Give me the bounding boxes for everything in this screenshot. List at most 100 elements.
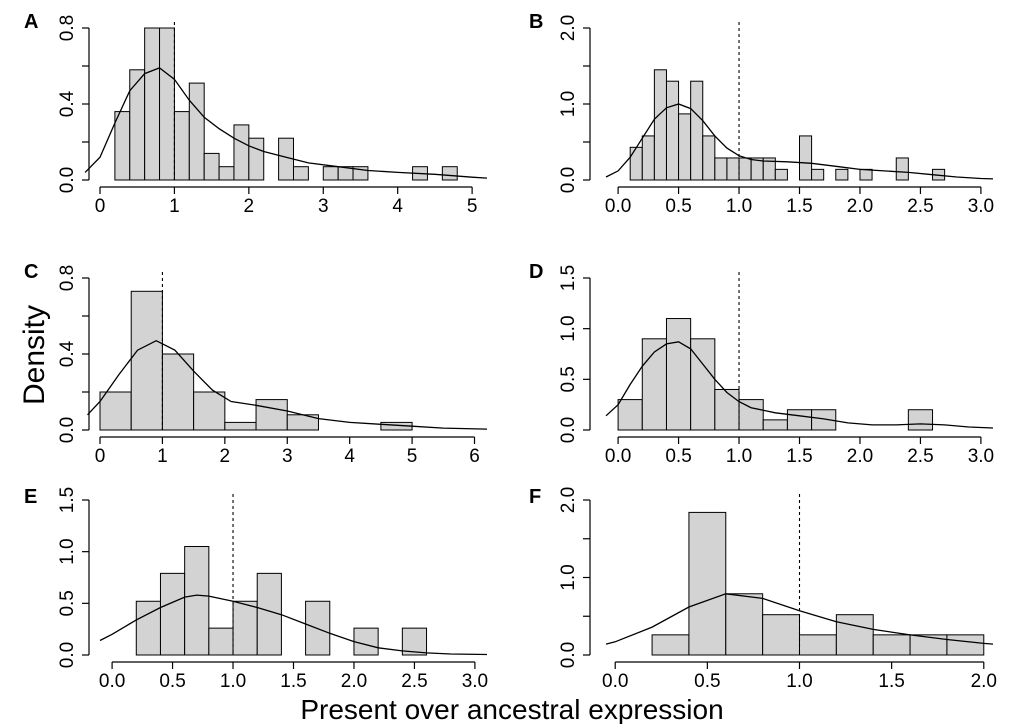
histogram-bar [144,27,161,181]
y-tick-label: 0.0 [558,167,579,193]
density-curve [605,341,994,429]
histogram-bar [909,634,948,656]
x-tick-label: 0.5 [159,671,185,692]
histogram-bar [641,135,655,181]
histogram-bar [322,166,339,181]
panel-letter-a: A [24,11,38,33]
x-tick-label: 0.0 [605,446,631,467]
histogram-bar [232,600,258,656]
x-tick-label: 0.5 [694,671,720,692]
histogram-bar [811,409,837,431]
histogram-bar [799,634,837,656]
y-tick-label: 1.5 [57,487,78,513]
histogram-bar [173,111,190,181]
histogram-bar [665,80,680,181]
y-tick-label: 0.0 [57,417,78,443]
histogram-bar [907,409,934,431]
histogram-bar [762,419,788,431]
y-tick-label: 0.5 [57,590,78,616]
histogram-bar [786,409,813,431]
y-tick-label: 0.4 [57,90,78,117]
y-tick-label: 1.0 [558,91,579,117]
y-tick-label: 0.8 [57,15,78,41]
x-tick-label: 4 [392,196,403,217]
histogram-bar [653,69,667,181]
panel-f: 0.0 0.5 1.0 1.5 2.0 0.0 1.0 2.0 F [529,486,997,692]
histogram-bar [651,634,690,656]
y-tick-label: 0.0 [57,642,78,668]
x-tick-label: 6 [469,446,480,467]
panel-e: 0.0 0.5 1.0 1.5 2.0 2.5 3.0 0.0 0.5 1.0 1.5 E [24,486,488,692]
y-tick-label: 1.5 [558,265,579,291]
x-tick-label: 1 [157,446,168,467]
x-tick-label: 1.0 [220,671,246,692]
histogram-bar [629,146,643,181]
histogram-bar [224,421,257,431]
x-tick-label: 2.0 [847,446,873,467]
histogram-bar [859,168,873,181]
histogram-bar [665,318,692,431]
panel-letter-f: F [529,486,541,508]
x-tick-label: 0.0 [605,196,631,217]
y-tick-label: 2.0 [558,487,579,513]
density-curve [605,593,994,645]
x-tick-label: 1.5 [786,196,812,217]
histogram-bar [738,157,752,181]
y-tick-label: 1.0 [57,538,78,564]
x-tick-label: 3 [318,196,329,217]
x-tick-label: 0.0 [602,671,628,692]
x-tick-label: 2.5 [907,446,933,467]
histogram-bar [184,546,210,656]
x-tick-label: 4 [344,446,355,467]
panel-b: 0.0 0.5 1.0 1.5 2.0 2.5 3.0 0.0 1.0 2.0 B [529,11,994,217]
y-tick-label: 0.5 [558,366,579,392]
x-tick-label: 2.5 [401,671,427,692]
panel-d: 0.0 0.5 1.0 1.5 2.0 2.5 3.0 0.0 0.5 1.0 1.5 D [529,261,994,467]
histogram-bar [835,614,874,656]
x-tick-label: 2.0 [341,671,367,692]
y-tick-label: 0.8 [57,265,78,291]
y-tick-label: 0.0 [57,167,78,193]
histogram-bar [872,634,911,656]
histogram-bar [255,399,288,431]
panel-c: 0 1 2 3 4 5 6 0.0 0.4 0.8 C [24,261,488,467]
histogram-bar [799,135,813,181]
histogram-bar [161,353,195,431]
histogram-bar [617,399,643,431]
panels-group: 0 1 2 3 4 50.00.40.8A0.0 0.5 1.0 1.5 2.0 2.5 3.00.0… [24,11,997,692]
histogram-bar [762,614,801,656]
y-tick-label: 2.0 [558,15,579,41]
histogram-bar [129,69,146,181]
histogram-bar [738,399,764,431]
x-axis-title: Present over ancestral expression [300,694,723,724]
x-tick-label: 1.5 [280,671,306,692]
x-tick-label: 2.0 [971,671,997,692]
histogram-bar [353,627,379,656]
histogram-bar [208,627,234,656]
x-tick-label: 0 [95,446,106,467]
y-tick-label: 0.0 [558,642,579,668]
histogram-bar [114,111,131,181]
x-tick-label: 1.0 [726,196,752,217]
histogram-bar [946,634,985,656]
x-tick-label: 0.5 [665,446,691,467]
x-tick-label: 3 [282,446,293,467]
x-tick-label: 2.0 [847,196,873,217]
histogram-bar [702,135,716,181]
x-tick-label: 2 [244,196,255,217]
histogram-bar [130,290,163,431]
density-curve [87,339,488,430]
x-tick-label: 1 [169,196,180,217]
panel-letter-d: D [529,261,543,283]
panel-letter-b: B [529,11,543,33]
panel-letter-c: C [24,261,38,283]
histogram-bar [774,168,788,181]
x-tick-label: 1.5 [878,671,904,692]
x-tick-label: 2 [220,446,231,467]
panel-letter-e: E [24,486,37,508]
histogram-bar [678,113,692,181]
x-tick-label: 5 [407,446,418,467]
panel-a: 0 1 2 3 4 5 0.0 0.4 0.8 A [24,11,488,217]
x-tick-label: 1.0 [786,671,812,692]
histogram-bar [835,168,849,181]
